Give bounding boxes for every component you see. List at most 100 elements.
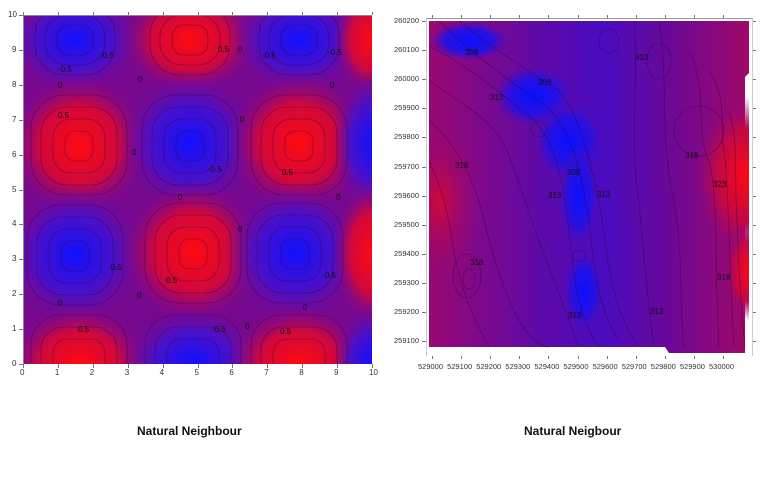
right-tick-mark (753, 341, 756, 343)
y-tick-label: 259200 (394, 307, 420, 316)
right-chart-panel: 308 308 313 313 318 308 313 313 318 323 318 318 313 3… (380, 0, 768, 380)
contour-label: 0 (245, 322, 250, 331)
x-tick-label: 529900 (679, 362, 705, 371)
contour-label: -0.5 (322, 271, 336, 280)
top-tick-mark (232, 12, 234, 15)
y-tick-mark (19, 224, 23, 226)
y-tick-mark (422, 341, 426, 343)
x-tick-label: 4 (159, 368, 165, 377)
contour-label: 313 (548, 191, 562, 200)
x-tick-label: 529000 (418, 362, 444, 371)
y-tick-label: 259700 (394, 161, 420, 171)
top-tick-mark (57, 12, 59, 15)
x-tick-mark (664, 356, 666, 359)
x-tick-mark (267, 364, 269, 368)
x-tick-mark (723, 356, 724, 359)
contour-label: 0 (303, 303, 308, 312)
x-tick-mark (162, 364, 164, 368)
top-tick-mark (635, 15, 637, 18)
x-tick-label: 9 (334, 368, 339, 377)
contour-label: 0 (132, 148, 137, 157)
contour-label: 318 (685, 151, 699, 160)
contour-label: 0 (138, 75, 143, 84)
contour-label: 318 (455, 161, 469, 170)
y-tick-label: 3 (12, 254, 17, 264)
contour-label: -0.5 (108, 263, 122, 272)
right-tick-mark (753, 195, 756, 197)
contour-label: -0.5 (212, 325, 226, 334)
x-tick-mark (577, 356, 579, 359)
y-tick-mark (19, 119, 23, 121)
y-tick-mark (422, 312, 426, 313)
x-tick-label: 10 (369, 368, 378, 377)
contours-row2 (30, 94, 348, 196)
top-tick-mark (92, 12, 94, 15)
x-tick-mark (519, 356, 521, 359)
contour-label: 0.5 (280, 327, 292, 336)
x-tick-mark (302, 364, 304, 368)
top-tick-mark (461, 15, 463, 18)
contour-label: -0.5 (208, 165, 222, 174)
y-tick-mark (422, 137, 426, 139)
y-tick-label: 4 (12, 219, 17, 229)
contour-label: 308 (538, 78, 552, 87)
top-tick-mark (23, 12, 24, 15)
y-tick-label: 5 (12, 184, 17, 194)
y-tick-label: 259400 (394, 248, 420, 258)
left-contour-plot: -0.5 -0.5 0 0 0.5 0.5 0 -0.5 -0.5 0 0 0 -0.5 0.5 0 0 0 -0… (23, 15, 372, 364)
right-tick-mark (753, 50, 756, 52)
y-tick-label: 6 (12, 149, 17, 159)
y-tick-label: 259800 (394, 132, 420, 142)
x-tick-label: 529700 (621, 362, 647, 371)
right-chart-caption: Natural Neigbour (524, 424, 622, 438)
top-tick-mark (127, 12, 129, 15)
contour-label: 318 (717, 273, 731, 282)
contour-label: -0.5 (58, 65, 72, 74)
right-tick-mark (753, 21, 756, 22)
x-tick-mark (197, 364, 199, 368)
left-contour-svg: -0.5 -0.5 0 0 0.5 0.5 0 -0.5 -0.5 0 0 0 -0.5 0.5 0 0 0 -0… (23, 15, 372, 364)
x-tick-mark (57, 364, 59, 368)
contour-label: 313 (635, 53, 649, 62)
contour-label: 313 (597, 190, 611, 199)
contour-label: 323 (713, 180, 727, 189)
top-tick-mark (372, 12, 373, 15)
x-tick-label: 529100 (447, 362, 473, 371)
right-contour-plot: 308 308 313 313 318 308 313 313 318 323 318 318 313 3… (429, 21, 749, 353)
right-tick-mark (753, 282, 756, 284)
contour-label: 313 (490, 93, 504, 102)
y-tick-mark (422, 282, 426, 284)
left-contour-labels: -0.5 -0.5 0 0 0.5 0.5 0 -0.5 -0.5 0 0 0 -0.5 0.5 0 0 0 -0… (58, 45, 342, 336)
top-tick-mark (490, 15, 492, 18)
contour-label: 0 (137, 291, 142, 300)
y-tick-mark (19, 259, 23, 261)
y-tick-mark (19, 154, 23, 156)
y-tick-mark (422, 253, 426, 255)
left-chart-caption: Natural Neighbour (137, 424, 242, 438)
x-tick-label: 8 (299, 368, 304, 377)
right-tick-mark (753, 137, 756, 139)
x-tick-label: 6 (229, 368, 234, 377)
top-tick-mark (197, 12, 199, 15)
contour-label: 0.5 (58, 111, 70, 120)
top-tick-mark (267, 12, 269, 15)
top-tick-mark (432, 15, 433, 18)
y-tick-label: 10 (8, 10, 17, 19)
contour-label: -0.5 (262, 51, 276, 60)
contour-label: 313 (650, 307, 664, 316)
right-tick-mark (753, 312, 756, 313)
y-tick-mark (19, 84, 23, 86)
contour-label: -0.5 (100, 51, 114, 60)
y-tick-mark (422, 50, 426, 52)
right-tick-mark (753, 108, 756, 110)
contour-label: 308 (465, 48, 479, 57)
left-chart-panel: -0.5 -0.5 0 0 0.5 0.5 0 -0.5 -0.5 0 0 0 -0.5 0.5 0 0 0 -0… (0, 0, 380, 380)
contours-row1 (34, 15, 340, 76)
x-tick-label: 7 (264, 368, 269, 377)
contour-label: 0 (58, 81, 63, 90)
contour-label: 0 (238, 225, 243, 234)
contour-label: 0 (330, 81, 335, 90)
x-tick-label: 530000 (709, 362, 735, 371)
x-tick-mark (490, 356, 492, 359)
top-tick-mark (606, 15, 608, 18)
